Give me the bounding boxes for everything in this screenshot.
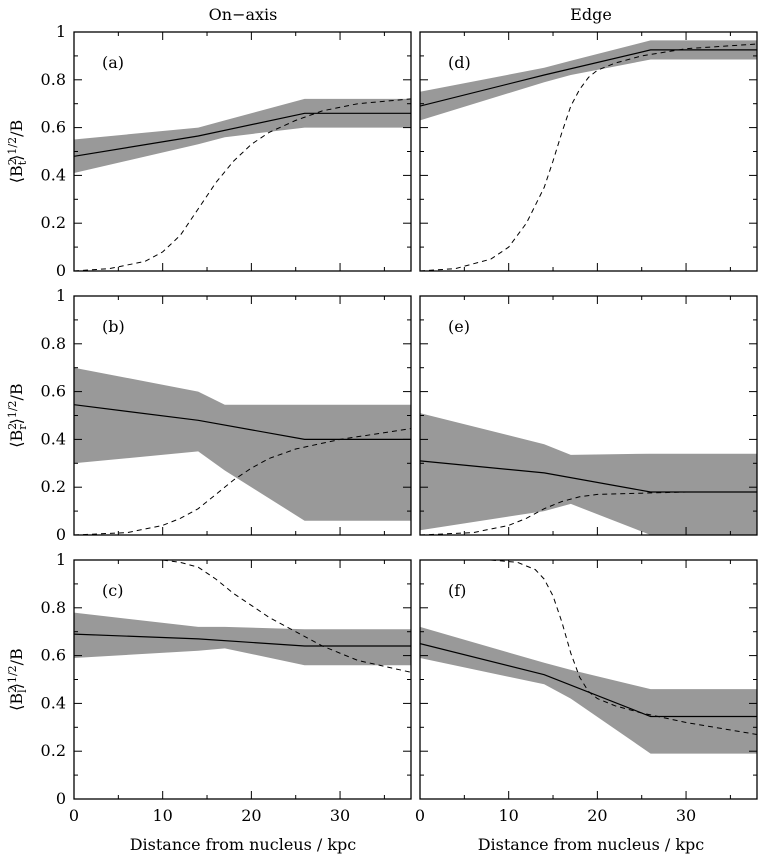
panel-label: (d) xyxy=(448,53,471,72)
panel-b: 0 0.2 0.4 0.6 0.8 1 (b) xyxy=(41,286,412,544)
panel-label: (b) xyxy=(102,317,125,336)
column-title-on-axis: On−axis xyxy=(209,5,278,24)
y-axis-titles: ⟨B2t⟩1/2/B ⟨B2r⟩1/2/B ⟨B2l⟩1/2/B xyxy=(6,120,29,711)
x-tick-label: 10 xyxy=(153,806,173,825)
panel-label: (e) xyxy=(448,317,470,336)
y-tick-label: 0.8 xyxy=(41,70,66,89)
dashed-curve-f xyxy=(490,560,757,735)
panel-f: 0 10 20 30 (f) xyxy=(415,559,758,825)
y-tick-label: 0.4 xyxy=(41,693,66,712)
panel-label: (a) xyxy=(102,53,124,72)
dashed-curve-b xyxy=(74,428,411,535)
x-axis-title-left: Distance from nucleus / kpc xyxy=(130,835,357,854)
confidence-band-e xyxy=(420,413,757,535)
panel-a: 0 0.2 0.4 0.6 0.8 1 (a) xyxy=(41,22,412,280)
y-axis-title: ⟨B2l⟩1/2/B xyxy=(6,648,29,711)
median-line-d xyxy=(420,49,757,107)
confidence-band-b xyxy=(74,367,411,521)
x-tick-label: 0 xyxy=(69,806,79,825)
x-tick-label: 30 xyxy=(676,806,696,825)
y-tick-label: 0.4 xyxy=(41,429,66,448)
y-tick-label: 0.4 xyxy=(41,165,66,184)
x-tick-label: 20 xyxy=(241,806,261,825)
median-line-a xyxy=(74,112,411,157)
y-tick-label: 0.6 xyxy=(41,118,66,137)
column-title-edge: Edge xyxy=(570,5,612,24)
median-line-b xyxy=(74,404,411,440)
confidence-band-f xyxy=(420,626,757,754)
y-tick-label: 0.6 xyxy=(41,646,66,665)
panels: 0 0.2 0.4 0.6 0.8 1 (a) (d) 0 0.2 0.4 0.6 0.8 1 (b) (e)… xyxy=(41,22,758,825)
y-tick-label: 0.2 xyxy=(41,741,66,760)
x-tick-label: 20 xyxy=(587,806,607,825)
y-tick-label: 0.8 xyxy=(41,334,66,353)
x-axis-titles: Distance from nucleus / kpc Distance fro… xyxy=(130,835,705,854)
x-tick-label: 30 xyxy=(330,806,350,825)
y-axis-title: ⟨B2r⟩1/2/B xyxy=(6,383,29,447)
median-line-e xyxy=(420,460,757,493)
x-axis-title-right: Distance from nucleus / kpc xyxy=(478,835,705,854)
confidence-band-a xyxy=(74,98,411,173)
x-tick-label: 0 xyxy=(415,806,425,825)
y-tick-label: 0.2 xyxy=(41,477,66,496)
panel-d: (d) xyxy=(419,31,758,272)
y-tick-label: 1 xyxy=(56,550,66,569)
dashed-curve-a xyxy=(74,98,411,271)
y-tick-label: 0 xyxy=(56,525,66,544)
confidence-band-d xyxy=(420,40,757,121)
panel-frame-c xyxy=(73,559,412,800)
panel-c: 00.20.40.60.810 10 20 30(c) xyxy=(41,550,412,825)
y-tick-label: 0.6 xyxy=(41,382,66,401)
column-titles: On−axis Edge xyxy=(209,5,612,24)
y-tick-label: 0.2 xyxy=(41,213,66,232)
y-tick-label: 1 xyxy=(56,286,66,305)
dashed-curve-e xyxy=(420,491,757,535)
y-axis-title: ⟨B2t⟩1/2/B xyxy=(6,120,29,184)
panel-label: (c) xyxy=(102,581,123,600)
y-tick-label: 0 xyxy=(56,261,66,280)
y-tick-label: 0.8 xyxy=(41,598,66,617)
median-line-f xyxy=(420,643,757,718)
median-line-c xyxy=(74,633,411,647)
confidence-band-c xyxy=(74,612,411,666)
panel-label: (f) xyxy=(448,581,466,600)
dashed-curve-d xyxy=(420,43,757,271)
dashed-curve-c xyxy=(144,560,411,673)
y-tick-label: 1 xyxy=(56,22,66,41)
x-tick-label: 10 xyxy=(499,806,519,825)
y-tick-label: 0 xyxy=(56,789,66,808)
panel-e: (e) xyxy=(419,295,758,536)
